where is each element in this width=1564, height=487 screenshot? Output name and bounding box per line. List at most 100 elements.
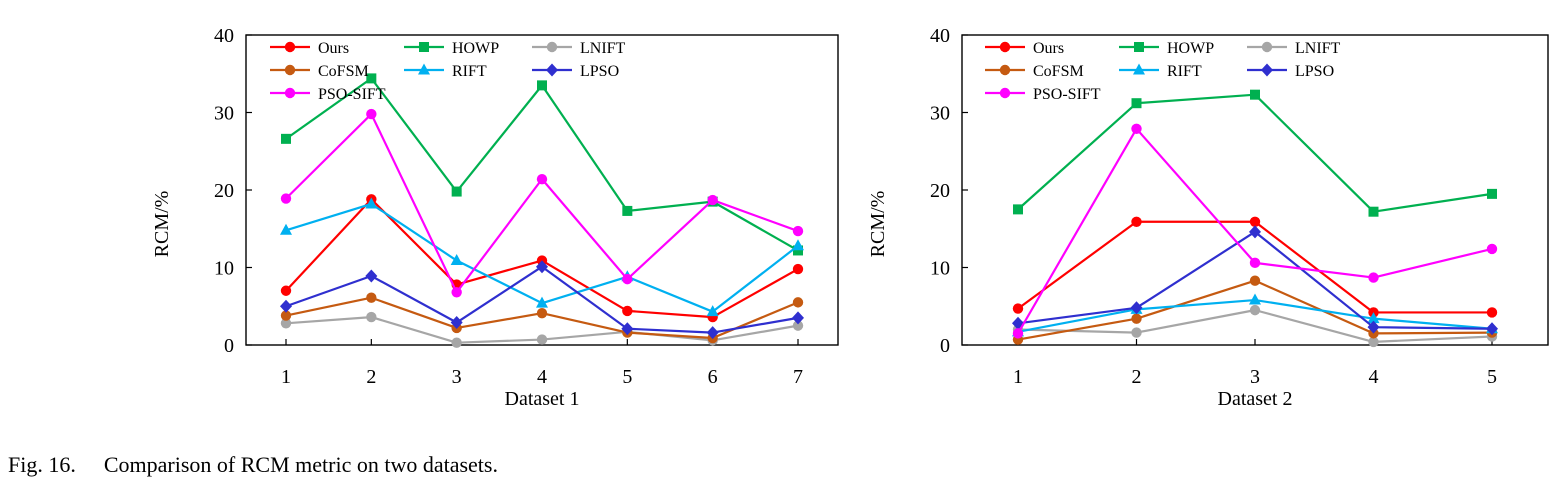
data-point [536,296,548,308]
data-point [1012,328,1024,339]
legend-item: CoFSM [270,63,369,80]
y-tick-label: 30 [930,103,950,125]
data-point [1249,293,1261,305]
data-point [1249,225,1261,239]
chart-panel-1: 0 10 20 30 40 1 2 3 4 5 6 7 Dataset 1 RCM/% Ours HOWP LN… [151,25,839,410]
legend-label: Ours [1033,40,1064,57]
legend-item: LNIFT [1247,40,1341,57]
data-point [622,273,633,285]
legend-marker [546,41,558,53]
legend-label: HOWP [1167,40,1214,57]
data-point [792,297,804,308]
x-tick-label: 4 [1369,366,1379,388]
legend-marker [1133,63,1145,75]
data-point [450,254,463,266]
legend-label: LNIFT [1295,40,1341,57]
data-point [1367,320,1380,334]
y-tick-label: 10 [214,258,234,280]
data-point [622,205,633,216]
y-tick-label: 40 [930,25,950,47]
data-point [366,292,377,303]
data-point [280,318,292,329]
data-point [366,108,377,120]
legend-label: LPSO [580,63,619,80]
legend-item: Ours [985,40,1064,57]
x-tick-label: 3 [452,366,462,388]
legend-marker [418,63,430,75]
y-tick-label: 30 [214,103,234,125]
figure-caption: Fig. 16. Comparison of RCM metric on two … [8,452,498,478]
data-point [1249,275,1261,286]
y-tick-label: 20 [214,180,234,202]
legend-label: HOWP [452,40,499,57]
data-point [1131,98,1142,109]
y-tick-label: 0 [224,335,234,357]
x-axis-title: Dataset 1 [505,388,580,410]
data-point [1368,206,1379,217]
legend-marker [284,41,296,53]
data-point [536,173,548,185]
legend-marker [1134,42,1144,52]
data-point [280,285,292,296]
y-tick-label: 40 [214,25,234,47]
x-tick-label: 4 [537,366,547,388]
x-axis-title: Dataset 2 [1218,388,1293,410]
legend-item: RIFT [1119,63,1202,80]
data-point [1249,257,1261,269]
data-point [280,299,292,313]
data-point [366,311,377,323]
legend-item: PSO-SIFT [985,86,1101,103]
data-point [1012,303,1024,314]
data-point [1131,216,1142,227]
data-point [451,287,462,298]
x-tick-label: 5 [1487,366,1497,388]
caption-label: Fig. 16. [8,452,76,477]
data-point [792,311,804,325]
x-tick-label: 5 [622,366,632,388]
data-point [365,269,378,283]
data-point [1249,304,1261,316]
series-line [1017,93,1493,213]
legend-marker [419,42,429,52]
data-point [792,263,804,275]
data-point [280,223,292,235]
data-point [1367,312,1380,324]
data-point [1250,89,1260,100]
data-point [1130,301,1143,315]
data-point [1486,322,1498,336]
data-point [793,245,803,256]
data-point [1131,327,1142,338]
data-point [1249,216,1261,227]
x-tick-label: 1 [281,366,291,388]
x-tick-label: 2 [366,366,376,388]
data-point [1368,272,1379,283]
legend-marker [284,87,296,99]
x-tick-label: 6 [708,366,718,388]
data-point [450,316,463,330]
legend-item: PSO-SIFT [270,86,386,103]
caption-text: Comparison of RCM metric on two datasets… [103,452,498,477]
x-tick-label: 3 [1250,366,1260,388]
x-tick-label: 2 [1132,366,1142,388]
data-point [622,305,633,317]
legend-item: LNIFT [532,40,626,57]
data-point [706,305,719,317]
legend-marker [284,64,296,76]
legend-item: LPSO [532,63,619,80]
legend-marker [999,64,1011,76]
data-point [707,194,718,206]
data-point [366,73,377,84]
legend-label: RIFT [1167,63,1202,80]
series-lpso [1012,225,1498,336]
legend-label: CoFSM [1033,63,1084,80]
data-point [1487,188,1497,199]
data-point [792,225,804,237]
x-tick-label: 7 [793,366,803,388]
data-point [1131,123,1142,134]
legend-item: HOWP [1119,40,1214,57]
legend: Ours HOWP LNIFT CoFSM RIFT LPSO PSO-SIFT [985,40,1341,103]
series-lpso [280,260,804,340]
legend-item: Ours [270,40,349,57]
legend-item: LPSO [1247,63,1334,80]
